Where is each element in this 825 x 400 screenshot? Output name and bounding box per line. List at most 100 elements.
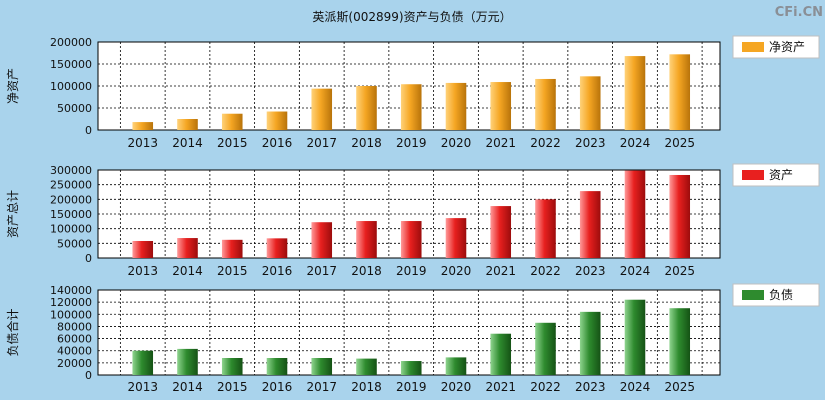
bar-2025	[669, 308, 691, 375]
bar-2022	[535, 199, 556, 258]
y-tick-label: 200000	[50, 36, 92, 49]
x-tick-label: 2017	[306, 264, 337, 278]
bar-2025	[669, 174, 691, 258]
bar-2017	[311, 222, 333, 258]
legend-label: 资产	[769, 168, 793, 182]
x-tick-label: 2013	[127, 264, 158, 278]
y-tick-label: 100000	[50, 308, 92, 321]
legend: 净资产	[732, 35, 820, 59]
x-tick-label: 2017	[306, 380, 337, 394]
x-tick-label: 2015	[217, 264, 248, 278]
bar-2018	[356, 358, 377, 375]
y-tick-label: 300000	[50, 164, 92, 177]
x-tick-label: 2019	[396, 380, 427, 394]
x-tick-label: 2021	[485, 136, 516, 150]
legend-box	[732, 35, 820, 59]
y-tick-label: 200000	[50, 193, 92, 206]
bar-2016	[266, 111, 288, 130]
bar-2020	[445, 82, 467, 130]
y-tick-label: 150000	[50, 208, 92, 221]
y-tick-label: 80000	[57, 320, 92, 333]
x-tick-label: 2021	[485, 380, 516, 394]
bar-2024	[624, 56, 646, 130]
bar-2018	[356, 221, 377, 258]
x-tick-label: 2016	[262, 380, 293, 394]
bar-2013	[132, 350, 154, 375]
bar-2023	[579, 191, 601, 258]
chart-title: 英派斯(002899)资产与负债（万元）	[312, 10, 511, 24]
plot-area	[97, 289, 721, 376]
x-tick-label: 2023	[575, 264, 606, 278]
x-tick-label: 2020	[441, 264, 472, 278]
bar-2018	[356, 86, 377, 130]
y-tick-label: 120000	[50, 296, 92, 309]
legend: 负债	[732, 283, 820, 307]
chart-panel-1: 0 50000 100000 150000 200000 2013 2014 2015 2016…	[6, 35, 820, 150]
bar-2017	[311, 358, 333, 375]
x-tick-label: 2018	[351, 380, 382, 394]
x-tick-label: 2018	[351, 136, 382, 150]
x-tick-label: 2017	[306, 136, 337, 150]
x-tick-label: 2014	[172, 380, 203, 394]
legend: 资产	[732, 163, 820, 187]
bar-2023	[579, 76, 601, 130]
bar-2023	[579, 311, 601, 375]
x-tick-label: 2024	[620, 264, 651, 278]
bar-2014	[177, 348, 198, 375]
bar-2014	[177, 119, 198, 130]
legend-box	[732, 163, 820, 187]
bar-2024	[624, 170, 646, 258]
y-axis-label: 负债合计	[5, 308, 20, 356]
y-tick-label: 50000	[57, 237, 92, 250]
y-tick-label: 150000	[50, 58, 92, 71]
bar-2022	[535, 322, 556, 375]
bar-2016	[266, 238, 288, 258]
y-tick-label: 100000	[50, 223, 92, 236]
bar-2025	[669, 54, 691, 130]
bar-2019	[400, 221, 422, 258]
y-tick-label: 50000	[57, 102, 92, 115]
x-tick-label: 2022	[530, 380, 561, 394]
bar-2019	[400, 361, 422, 375]
y-axis-label: 净资产	[6, 68, 20, 104]
legend-label: 负债	[769, 288, 793, 302]
y-tick-label: 250000	[50, 179, 92, 192]
y-tick-label: 0	[85, 369, 92, 382]
x-tick-label: 2013	[127, 136, 158, 150]
x-tick-label: 2023	[575, 136, 606, 150]
bar-2021	[490, 82, 512, 130]
y-tick-label: 0	[85, 124, 92, 137]
x-tick-label: 2025	[664, 264, 695, 278]
x-tick-label: 2018	[351, 264, 382, 278]
x-tick-label: 2025	[664, 136, 695, 150]
bar-2022	[535, 78, 556, 130]
watermark: CFi.CN	[775, 5, 823, 20]
bar-2024	[624, 299, 646, 375]
legend-label: 净资产	[769, 40, 805, 54]
bar-2020	[445, 357, 467, 375]
x-tick-label: 2013	[127, 380, 158, 394]
bar-2013	[132, 122, 154, 130]
bar-2019	[400, 84, 422, 130]
y-tick-label: 60000	[57, 333, 92, 346]
x-tick-label: 2024	[620, 136, 651, 150]
bar-2015	[221, 239, 243, 258]
x-tick-label: 2015	[217, 136, 248, 150]
bar-2015	[221, 358, 243, 375]
legend-box	[732, 283, 820, 307]
y-tick-label: 20000	[57, 357, 92, 370]
x-tick-label: 2020	[441, 380, 472, 394]
x-tick-label: 2023	[575, 380, 606, 394]
bar-2021	[490, 333, 512, 375]
y-tick-label: 0	[85, 252, 92, 265]
x-tick-label: 2024	[620, 380, 651, 394]
x-tick-label: 2019	[396, 136, 427, 150]
bar-2020	[445, 218, 467, 258]
y-tick-label: 140000	[50, 284, 92, 297]
bar-2014	[177, 238, 198, 258]
x-tick-label: 2016	[262, 264, 293, 278]
x-tick-label: 2015	[217, 380, 248, 394]
x-tick-label: 2022	[530, 136, 561, 150]
